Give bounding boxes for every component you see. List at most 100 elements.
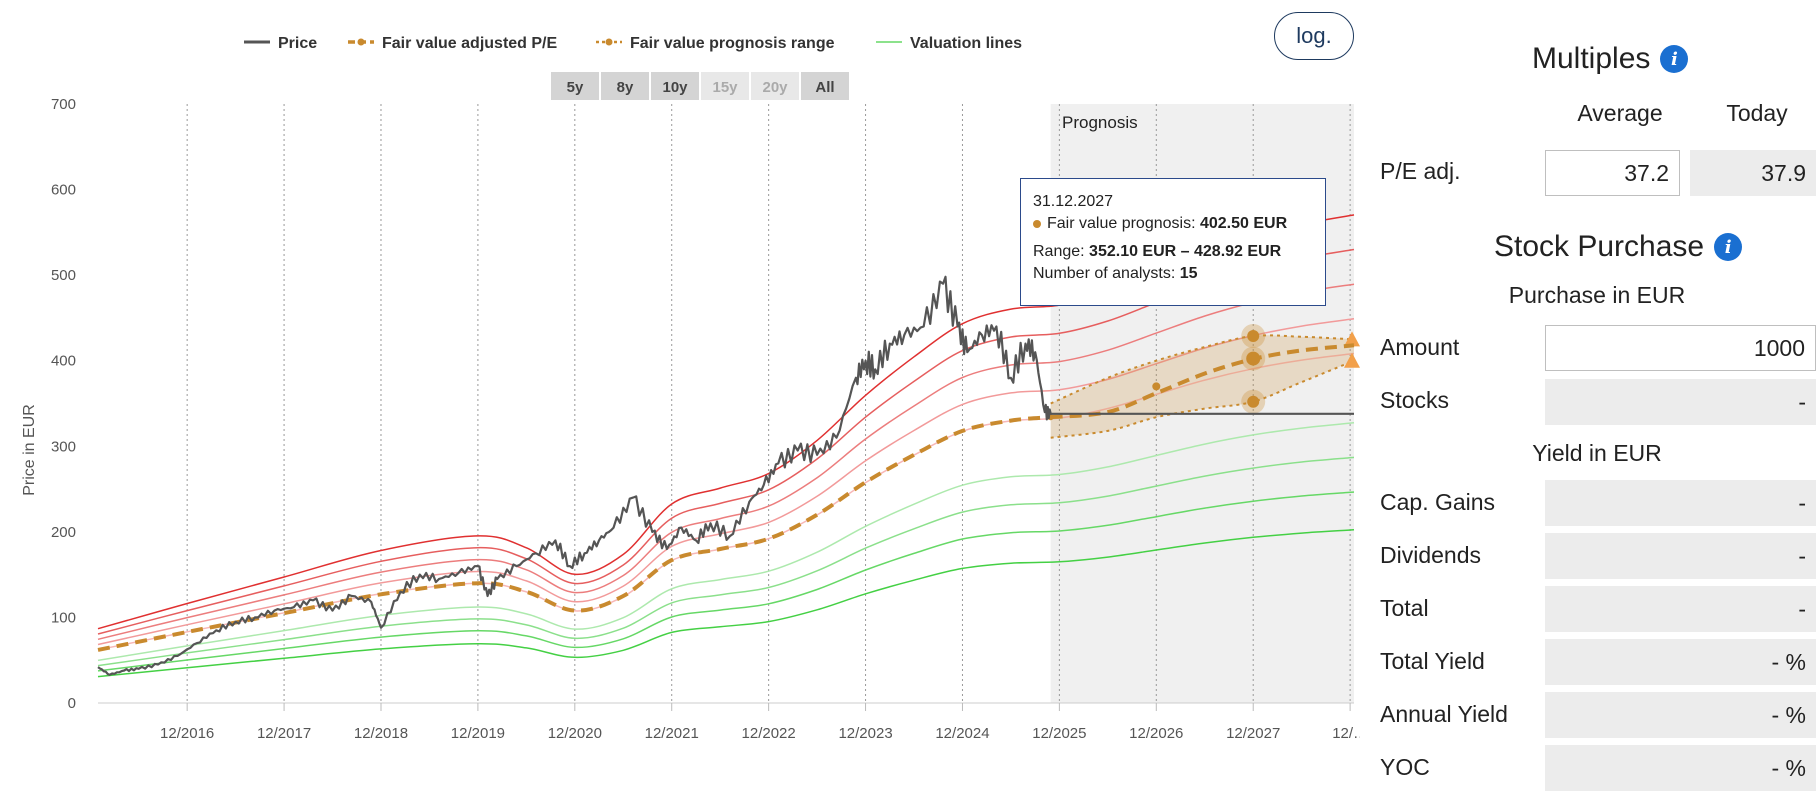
col-today: Today xyxy=(1726,100,1788,126)
range-marker xyxy=(1247,395,1260,408)
y-tick-label: 700 xyxy=(51,96,76,113)
tooltip-analysts: Number of analysts: 15 xyxy=(1033,263,1313,285)
range-button-label: 8y xyxy=(617,79,634,96)
stocks-value: - xyxy=(1545,379,1816,425)
x-tick-label: 12/2017 xyxy=(257,725,311,742)
tooltip-fv-label: Fair value prognosis: xyxy=(1047,215,1196,232)
range-button-bg xyxy=(701,72,749,100)
y-tick-label: 200 xyxy=(51,524,76,541)
amount-label: Amount xyxy=(1380,334,1460,360)
tooltip-analysts-value: 15 xyxy=(1179,265,1198,282)
valuation-line xyxy=(97,421,1355,662)
multiples-title: Multiples xyxy=(1532,42,1651,75)
y-tick-label: 300 xyxy=(51,438,76,455)
range-button-label: 5y xyxy=(567,79,584,96)
range-button-bg xyxy=(801,72,849,100)
x-tick-label: 12/2022 xyxy=(742,725,796,742)
legend-item-valuation-lines[interactable]: Valuation lines xyxy=(876,35,1022,52)
info-icon[interactable]: i xyxy=(1660,45,1689,73)
range-button-label: 20y xyxy=(762,79,788,96)
pe-average-input[interactable]: 37.2 xyxy=(1545,150,1680,196)
range-end-triangle xyxy=(1344,352,1360,368)
legend-item-fair-value[interactable]: Fair value adjusted P/E xyxy=(348,35,558,52)
cap-gains-value: - xyxy=(1545,480,1816,526)
legend-label: Price xyxy=(278,35,317,52)
axes: 0 100 200 300 400 500 600 700 12/2016 12/2017 12/2… xyxy=(51,96,1360,742)
total-yield-label: Total Yield xyxy=(1380,648,1485,674)
range-button-10y[interactable]: 10y xyxy=(651,72,699,100)
tooltip-date: 31.12.2027 xyxy=(1033,193,1114,210)
prognosis-range-fill xyxy=(1050,335,1354,438)
dividends-value: - xyxy=(1545,533,1816,579)
range-button-bg xyxy=(651,72,699,100)
range-button-all[interactable]: All xyxy=(801,72,849,100)
pe-today-value: 37.9 xyxy=(1690,150,1816,196)
pe-label: P/E adj. xyxy=(1380,158,1461,184)
price-line xyxy=(97,275,1354,676)
range-button-label: 15y xyxy=(712,79,738,96)
total-label: Total xyxy=(1380,595,1429,621)
prognosis-range-band xyxy=(1050,323,1360,439)
stocks-label: Stocks xyxy=(1380,387,1450,413)
yoc-value: - % xyxy=(1545,745,1816,791)
range-button-8y[interactable]: 8y xyxy=(601,72,649,100)
chart-tooltip: 31.12.2027 Fair value prognosis: 402.50 … xyxy=(1020,178,1326,306)
tooltip-analysts-label: Number of analysts: xyxy=(1033,265,1176,282)
y-tick-label: 500 xyxy=(51,267,76,284)
range-button-20y[interactable]: 20y xyxy=(751,72,799,100)
range-marker xyxy=(1247,329,1260,342)
range-button-15y[interactable]: 15y xyxy=(701,72,749,100)
info-icon[interactable]: i xyxy=(1714,233,1743,261)
fair-value-historic xyxy=(97,415,1051,652)
stock-purchase-title: Stock Purchase xyxy=(1494,230,1705,263)
legend-label: Fair value adjusted P/E xyxy=(382,35,558,52)
dividends-label: Dividends xyxy=(1380,542,1481,568)
legend: Price Fair value adjusted P/E Fair value p… xyxy=(244,35,1022,52)
y-tick-label: 0 xyxy=(68,695,76,712)
legend-swatch-dot xyxy=(357,38,365,46)
tooltip-range-value: 352.10 EUR – 428.92 EUR xyxy=(1089,243,1282,260)
range-button-5y[interactable]: 5y xyxy=(551,72,599,100)
annual-yield-value: - % xyxy=(1545,692,1816,738)
x-tick-label: 12/2024 xyxy=(935,725,989,742)
purchase-in-eur: Purchase in EUR xyxy=(1508,282,1686,308)
tooltip-fair-value: Fair value prognosis: 402.50 EUR xyxy=(1033,213,1313,235)
prognosis-label: Prognosis xyxy=(1062,113,1138,132)
y-tick-label: 100 xyxy=(51,609,76,626)
valuation-line xyxy=(97,456,1355,667)
x-tick-label: 12/2019 xyxy=(451,725,505,742)
fair-value-prognosis xyxy=(1050,343,1355,420)
yield-in-eur: Yield in EUR xyxy=(1532,440,1662,466)
cap-gains-label: Cap. Gains xyxy=(1380,489,1496,515)
side-panel: Multiples i Average Today P/E adj. 37.2 … xyxy=(1362,0,1816,791)
valuation-line xyxy=(97,529,1355,678)
x-tick-label: 12/2027 xyxy=(1226,725,1280,742)
x-tick-label: 12/2016 xyxy=(160,725,214,742)
total-value: - xyxy=(1545,586,1816,632)
range-end-triangle xyxy=(1344,331,1360,347)
valuation-lines xyxy=(97,214,1355,678)
legend-label: Valuation lines xyxy=(910,35,1022,52)
range-button-bg xyxy=(751,72,799,100)
x-tick-label: 12/2023 xyxy=(838,725,892,742)
valuation-line xyxy=(97,283,1355,641)
legend-swatch-dot xyxy=(605,38,613,46)
tooltip-fv-value: 402.50 EUR xyxy=(1199,215,1288,232)
log-scale-button[interactable]: log. xyxy=(1274,12,1354,60)
prognosis-range-lower xyxy=(1050,359,1355,439)
legend-item-price[interactable]: Price xyxy=(244,35,317,52)
x-tick-label: 12/2026 xyxy=(1129,725,1183,742)
x-tick-label: 12/2020 xyxy=(548,725,602,742)
y-axis-label: Price in EUR xyxy=(21,404,38,496)
yoc-label: YOC xyxy=(1380,754,1430,780)
fair-value-marker xyxy=(1152,382,1161,391)
legend-item-prognosis-range[interactable]: Fair value prognosis range xyxy=(596,35,835,52)
tooltip-range-label: Range: xyxy=(1033,243,1085,260)
x-tick-label: 12/2021 xyxy=(645,725,699,742)
legend-label: Fair value prognosis range xyxy=(630,35,835,52)
range-buttons[interactable]: 5y 8y 10y 15y 20y All xyxy=(551,72,849,100)
fair-value-dot-icon xyxy=(1033,219,1041,228)
fair-value-line xyxy=(97,343,1355,652)
x-tick-label: 12/2018 xyxy=(354,725,408,742)
amount-input[interactable]: 1000 xyxy=(1545,325,1816,371)
